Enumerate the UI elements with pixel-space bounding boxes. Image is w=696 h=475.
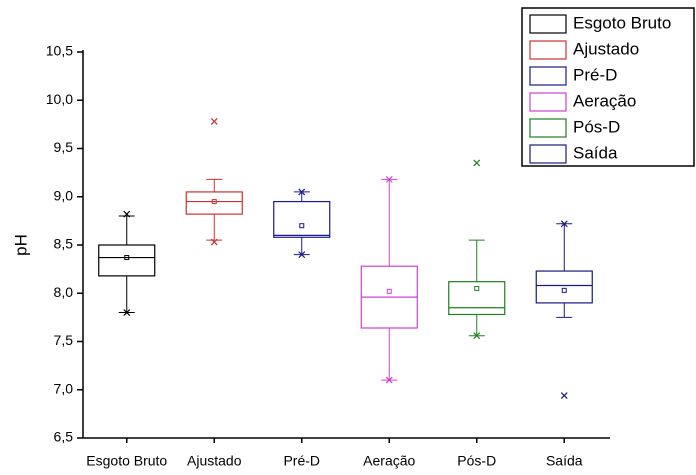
mean xyxy=(211,199,217,205)
y-tick-label: 10,5 xyxy=(46,43,73,59)
legend-label: Saída xyxy=(573,143,618,162)
legend-swatch xyxy=(529,92,567,112)
max-marker xyxy=(385,175,393,183)
x-tick-label: Ajustado xyxy=(187,453,242,469)
legend-swatch xyxy=(529,144,567,164)
box xyxy=(448,281,506,316)
box xyxy=(273,200,331,238)
mean xyxy=(474,285,480,291)
mean xyxy=(299,223,305,229)
legend-swatch xyxy=(529,66,567,86)
legend-label: Pré-D xyxy=(573,65,617,84)
x-tick-label: Saída xyxy=(546,453,583,469)
max-marker xyxy=(298,188,306,196)
legend-swatch xyxy=(529,14,567,34)
legend-label: Aeração xyxy=(573,91,636,110)
x-tick-label: Pós-D xyxy=(457,453,496,469)
mean xyxy=(561,287,567,293)
mean xyxy=(124,255,130,261)
mean xyxy=(386,288,392,294)
legend-swatch xyxy=(529,118,567,138)
min-marker xyxy=(210,238,218,246)
y-tick-label: 8,5 xyxy=(54,236,74,252)
max-marker xyxy=(123,210,131,218)
x-tick-label: Esgoto Bruto xyxy=(86,453,167,469)
y-axis-label: pH xyxy=(11,234,30,256)
y-tick-label: 10,0 xyxy=(46,91,73,107)
max-marker xyxy=(473,159,481,167)
max-marker xyxy=(560,220,568,228)
y-tick-label: 8,0 xyxy=(54,284,74,300)
x-tick-label: Aeração xyxy=(363,453,415,469)
box xyxy=(535,270,593,304)
min-marker xyxy=(560,392,568,399)
y-tick-label: 9,5 xyxy=(54,139,74,155)
legend-label: Ajustado xyxy=(573,39,639,58)
min-marker xyxy=(473,332,481,340)
box xyxy=(98,244,156,277)
min-marker xyxy=(385,376,393,384)
max-marker xyxy=(210,118,218,125)
box xyxy=(185,191,243,215)
legend xyxy=(521,7,695,167)
min-marker xyxy=(298,251,306,259)
y-tick-label: 7,5 xyxy=(54,332,74,348)
legend-label: Pós-D xyxy=(573,117,620,136)
legend-label: Esgoto Bruto xyxy=(573,13,671,32)
y-tick-label: 7,0 xyxy=(54,380,74,396)
y-tick-label: 9,0 xyxy=(54,187,74,203)
x-tick-label: Pré-D xyxy=(283,453,320,469)
legend-swatch xyxy=(529,40,567,60)
y-tick-label: 6,5 xyxy=(54,429,74,445)
min-marker xyxy=(123,309,131,316)
